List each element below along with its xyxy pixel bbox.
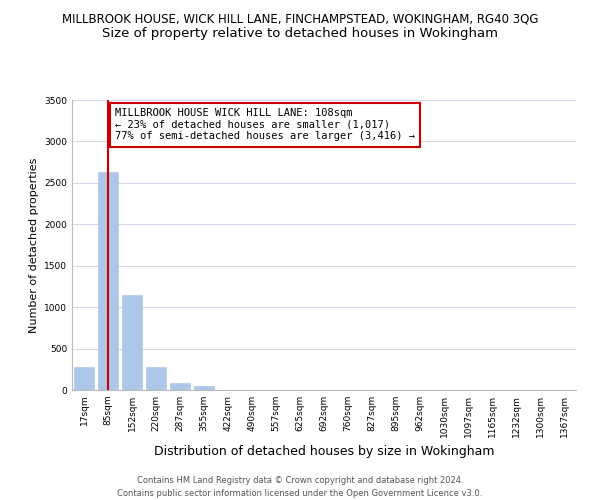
Text: MILLBROOK HOUSE, WICK HILL LANE, FINCHAMPSTEAD, WOKINGHAM, RG40 3QG: MILLBROOK HOUSE, WICK HILL LANE, FINCHAM… bbox=[62, 12, 538, 26]
Text: Contains HM Land Registry data © Crown copyright and database right 2024.
Contai: Contains HM Land Registry data © Crown c… bbox=[118, 476, 482, 498]
Bar bbox=[98, 172, 118, 390]
Text: Size of property relative to detached houses in Wokingham: Size of property relative to detached ho… bbox=[102, 28, 498, 40]
Bar bbox=[74, 367, 94, 390]
Text: MILLBROOK HOUSE WICK HILL LANE: 108sqm
← 23% of detached houses are smaller (1,0: MILLBROOK HOUSE WICK HILL LANE: 108sqm ←… bbox=[115, 108, 415, 142]
Bar bbox=[146, 367, 166, 390]
Bar bbox=[170, 383, 190, 390]
Bar bbox=[122, 294, 142, 390]
X-axis label: Distribution of detached houses by size in Wokingham: Distribution of detached houses by size … bbox=[154, 446, 494, 458]
Y-axis label: Number of detached properties: Number of detached properties bbox=[29, 158, 38, 332]
Bar bbox=[194, 386, 214, 390]
